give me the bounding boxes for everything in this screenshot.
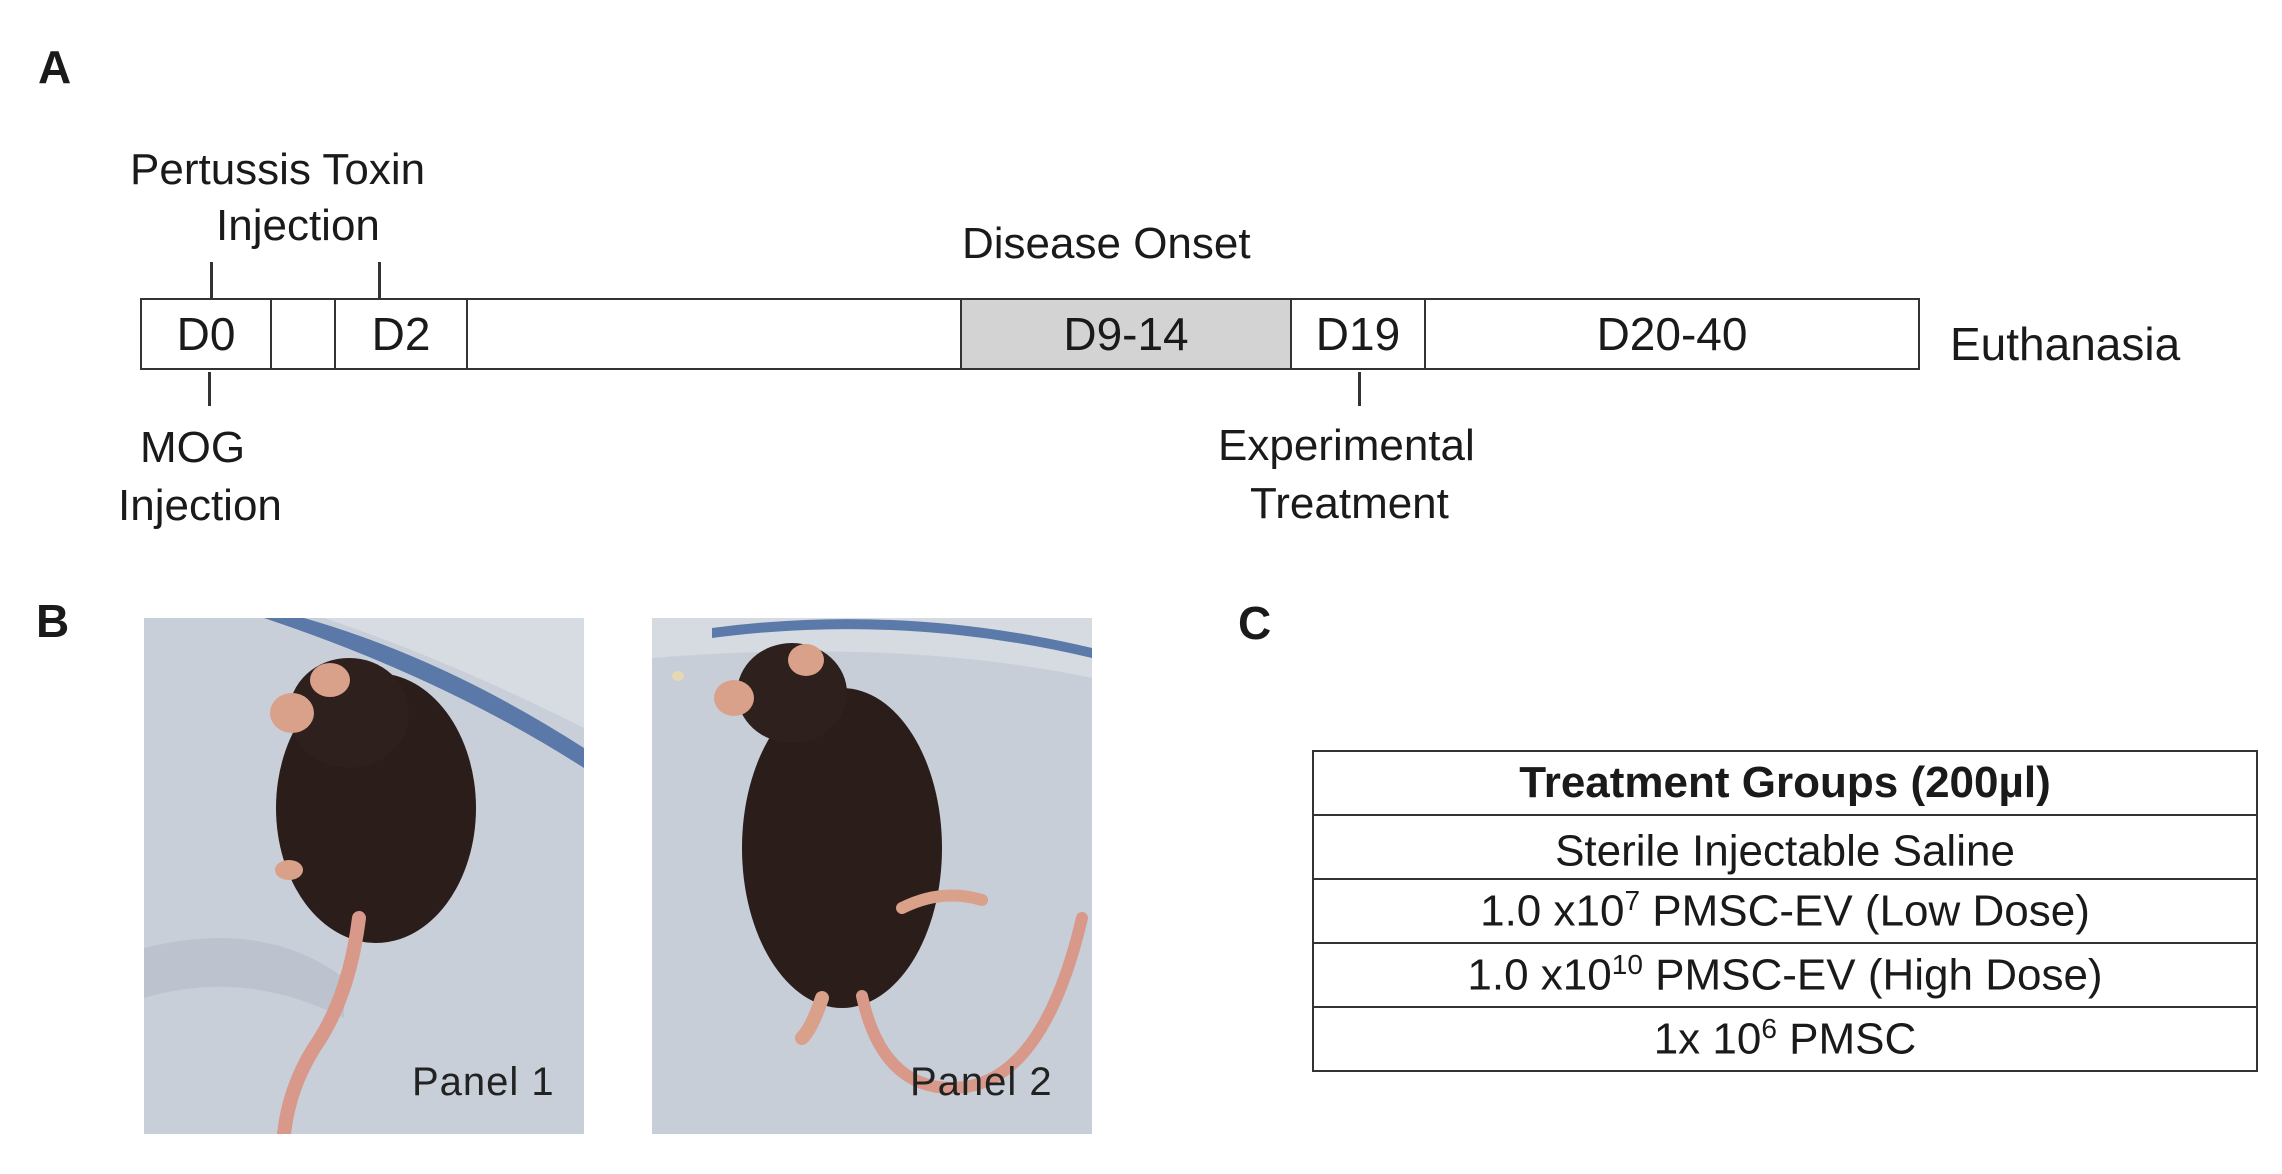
table-row: Sterile Injectable Saline [1312, 814, 2258, 880]
table-cell: 1x 106 PMSC [1312, 1006, 2258, 1072]
panel-c-letter: C [1238, 597, 1272, 649]
euthanasia-label: Euthanasia [1950, 318, 2181, 370]
photo-1-caption: Panel 1 [412, 1060, 555, 1104]
segment-d19: D19 [1290, 298, 1426, 370]
table-cell: 1.0 x107 PMSC-EV (Low Dose) [1312, 878, 2258, 944]
table-row: 1x 106 PMSC [1312, 1006, 2258, 1072]
treatment-groups-table: Treatment Groups (200µl) Sterile Injecta… [1312, 750, 2258, 1072]
tick-d2-top [378, 262, 381, 298]
table-cell: 1.0 x1010 PMSC-EV (High Dose) [1312, 942, 2258, 1008]
mouse-photo-1-image [144, 618, 584, 1134]
table-row: 1.0 x1010 PMSC-EV (High Dose) [1312, 942, 2258, 1008]
mouse-photo-2-image [652, 618, 1092, 1134]
mouse-photo-2: Panel 2 [652, 618, 1092, 1134]
mog-label-line2: Injection [118, 481, 282, 530]
panel-b-letter: B [36, 595, 70, 647]
segment-d0: D0 [140, 298, 272, 370]
segment-d2: D2 [334, 298, 468, 370]
segment-d9-14: D9-14 [960, 298, 1292, 370]
segment-d20-40: D20-40 [1424, 298, 1920, 370]
mog-label-line1: MOG [140, 423, 246, 472]
segment-d1 [270, 298, 336, 370]
experimental-label-line1: Experimental [1218, 421, 1475, 470]
disease-onset-label: Disease Onset [962, 219, 1251, 268]
table-row: 1.0 x107 PMSC-EV (Low Dose) [1312, 878, 2258, 944]
experimental-label-line2: Treatment [1250, 479, 1449, 528]
tick-d19-bottom [1358, 372, 1361, 406]
tick-d0-bottom [208, 372, 211, 406]
segment-d3-8 [466, 298, 962, 370]
panel-a-letter: A [38, 41, 72, 93]
table-header: Treatment Groups (200µl) [1312, 750, 2258, 816]
table-row: Treatment Groups (200µl) [1312, 750, 2258, 816]
pertussis-label-line1: Pertussis Toxin [130, 145, 426, 194]
photo-2-caption: Panel 2 [910, 1060, 1053, 1104]
pertussis-label-line2: Injection [216, 201, 380, 250]
table-cell: Sterile Injectable Saline [1312, 814, 2258, 880]
tick-d0-top [210, 262, 213, 298]
mouse-photo-1: Panel 1 [144, 618, 584, 1134]
